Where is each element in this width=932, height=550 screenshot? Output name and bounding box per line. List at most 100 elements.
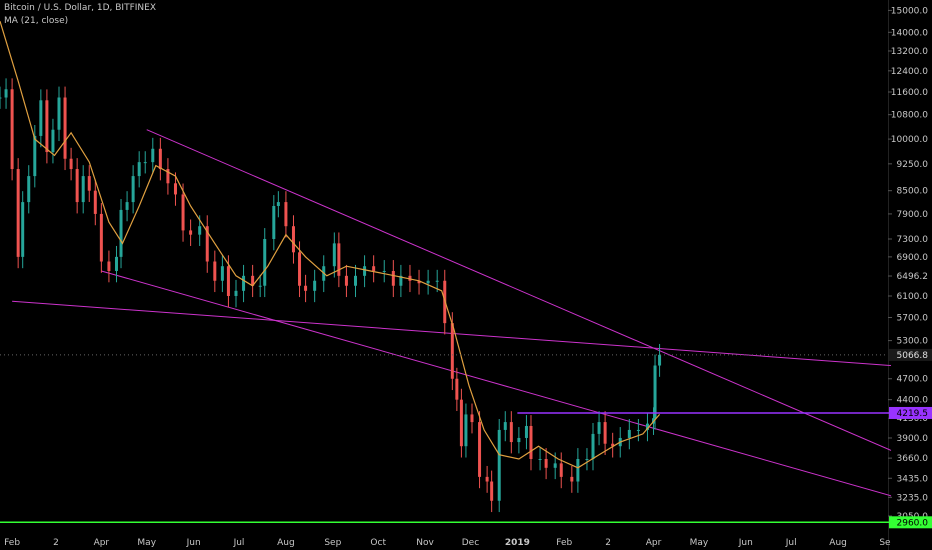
x-tick-label: May [137,538,156,548]
candle-body [372,266,376,271]
candle-body [263,238,267,286]
indicator-label[interactable]: MA (21, close) [4,16,69,26]
candle [585,448,589,471]
candle [107,250,111,283]
candle [291,215,295,264]
candle [391,260,395,298]
candle-body [478,422,482,477]
candle [497,419,501,513]
candle [276,191,280,218]
candle [263,228,267,298]
candle [611,432,615,458]
y-tick-label: 8500.0 [897,187,929,197]
candle-body [559,463,563,477]
candle [10,78,14,181]
candle [658,343,662,377]
candle [517,427,521,454]
candle-body [51,129,55,153]
candle [524,415,528,450]
candle-body [658,354,662,366]
candle-body [417,280,421,284]
candle-body [636,429,640,431]
y-tick-label: 10800.0 [891,111,928,121]
candle-body [99,213,103,262]
candle [354,264,358,298]
candle [234,279,238,308]
y-tick-label: 12400.0 [891,67,928,77]
candles-group [0,78,662,513]
level-tag-2-bg [889,516,932,529]
candle-body [125,202,129,210]
y-tick-label: 13200.0 [891,47,928,57]
candle-body [198,226,202,235]
candle [205,215,209,273]
candle-body [450,323,454,379]
candle [69,147,73,181]
candle [81,165,85,214]
candle-body [119,209,123,257]
y-tick-label: 10000.0 [891,135,928,145]
candle [284,191,288,238]
candle-body [553,463,557,468]
candle-body [627,429,631,438]
y-tick-label: 7300.0 [897,235,929,245]
candle [470,403,474,434]
x-tick-label: Apr [646,538,662,548]
candle [33,125,37,188]
candle-body [291,226,295,253]
candle-body [181,194,185,231]
candle [114,245,118,283]
trendline-1 [146,129,892,451]
candle [417,269,421,295]
candle-body [576,458,580,482]
x-tick-label: Se [879,538,891,548]
candle [158,137,162,181]
candle-body [455,378,459,400]
candle-body [131,176,135,203]
candle [372,255,376,283]
candle [4,78,8,109]
candle-body [611,443,615,447]
x-tick-label: 2 [53,538,59,548]
x-tick-label: Dec [462,538,479,548]
candle-body [391,270,395,286]
y-tick-label: 7900.0 [897,210,929,220]
candle-body [143,162,147,164]
candle [151,137,155,174]
candle-body [272,205,276,239]
x-tick-label: Feb [556,538,572,548]
candle-body [645,423,649,430]
level-tag-1-bg [889,406,932,419]
candle-body [585,458,589,460]
candle-body [93,190,97,214]
x-tick-label: Nov [416,538,434,548]
candle [93,179,97,226]
candle-body [284,202,288,227]
y-tick-label: 9250.0 [897,160,929,170]
candle-body [81,176,85,203]
candle-body [10,89,14,170]
candle-body [509,422,513,443]
candle-body [276,202,280,206]
candle [399,264,403,298]
x-tick-label: Jul [785,538,797,548]
candle [559,452,563,489]
candle-body [382,270,386,272]
trendline-2 [101,270,892,497]
candle-body [597,422,601,434]
candle-body [16,169,20,257]
candle [251,264,255,298]
x-tick-label: Apr [94,538,110,548]
x-tick-label: Jul [233,538,245,548]
candle-body [459,399,463,447]
candle-body [591,433,595,459]
candle [181,183,185,242]
candle [529,415,533,471]
candle-body [213,261,217,281]
candle [332,232,336,278]
candle-body [226,266,230,296]
candle [57,86,61,142]
